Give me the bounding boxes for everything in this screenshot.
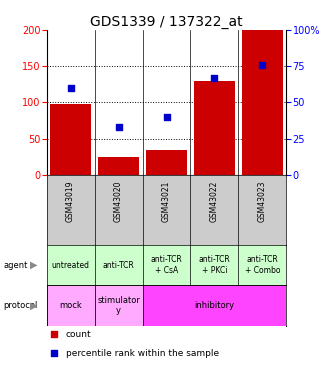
Text: GSM43019: GSM43019 [66, 180, 75, 222]
Text: GSM43021: GSM43021 [162, 180, 171, 222]
Bar [242, 30, 283, 175]
Bar [143, 285, 286, 326]
Bar [50, 104, 91, 175]
Bar [98, 157, 139, 175]
Text: GSM43023: GSM43023 [258, 180, 267, 222]
Text: GSM43020: GSM43020 [114, 180, 123, 222]
Text: anti-TCR
+ PKCi: anti-TCR + PKCi [198, 255, 230, 275]
Title: GDS1339 / 137322_at: GDS1339 / 137322_at [90, 15, 243, 29]
Bar [95, 285, 143, 326]
Text: agent: agent [3, 261, 28, 270]
Text: untreated: untreated [52, 261, 90, 270]
Text: anti-TCR
+ CsA: anti-TCR + CsA [151, 255, 182, 275]
Text: ▶: ▶ [30, 301, 37, 311]
Text: mock: mock [59, 301, 82, 310]
Bar [146, 150, 187, 175]
Point [260, 62, 265, 68]
Text: ▶: ▶ [30, 260, 37, 270]
Bar [194, 81, 235, 175]
Point [116, 124, 121, 130]
Point [51, 332, 57, 338]
Point [68, 85, 73, 91]
Point [51, 350, 57, 356]
Text: protocol: protocol [3, 301, 38, 310]
Point [164, 114, 169, 120]
Bar [47, 285, 95, 326]
Text: count: count [66, 330, 92, 339]
Text: anti-TCR: anti-TCR [103, 261, 135, 270]
Text: percentile rank within the sample: percentile rank within the sample [66, 349, 219, 358]
Text: stimulator
y: stimulator y [97, 296, 140, 315]
Text: GSM43022: GSM43022 [210, 180, 219, 222]
Text: inhibitory: inhibitory [194, 301, 234, 310]
Point [212, 75, 217, 81]
Text: anti-TCR
+ Combo: anti-TCR + Combo [245, 255, 280, 275]
